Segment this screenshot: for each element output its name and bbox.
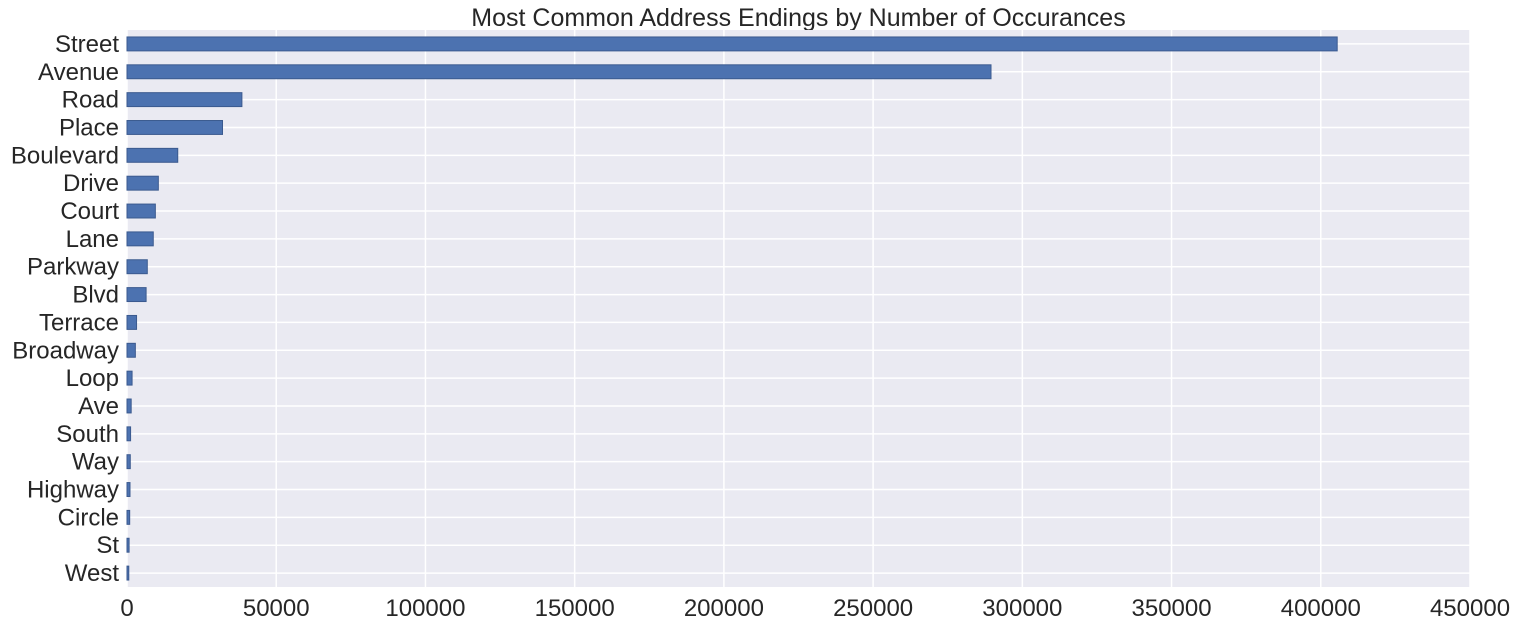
bar-boulevard	[126, 147, 179, 163]
category-label: Broadway	[12, 337, 119, 364]
category-label: Street	[55, 31, 119, 58]
category-label: St	[96, 532, 119, 559]
bar-lane	[126, 231, 154, 247]
category-label: Way	[72, 449, 119, 476]
category-label: Boulevard	[11, 142, 119, 169]
bar-blvd	[126, 287, 147, 303]
bar-ave	[126, 398, 132, 414]
category-label: Place	[59, 114, 119, 141]
x-tick-label: 200000	[684, 595, 764, 622]
x-tick-label: 300000	[982, 595, 1062, 622]
category-label: Terrace	[39, 309, 119, 336]
bar-terrace	[126, 314, 138, 330]
bar-parkway	[126, 259, 148, 275]
bar-highway	[126, 482, 131, 497]
bar-west	[126, 565, 130, 581]
bar-st	[126, 537, 130, 553]
bar-street	[126, 36, 1338, 52]
category-label: Court	[60, 198, 119, 225]
category-label: Avenue	[38, 59, 119, 86]
bar-road	[126, 92, 243, 108]
category-label: Ave	[78, 393, 119, 420]
bar-loop	[126, 370, 133, 386]
category-label: Circle	[58, 504, 119, 531]
plot-area	[127, 30, 1470, 587]
category-label: South	[56, 421, 119, 448]
x-tick-label: 0	[120, 595, 133, 622]
category-label: Loop	[66, 365, 119, 392]
category-label: Drive	[63, 170, 119, 197]
category-labels: StreetAvenueRoadPlaceBoulevardDriveCourt…	[11, 31, 119, 587]
x-tick-label: 50000	[243, 595, 310, 622]
bar-way	[126, 454, 131, 470]
x-tick-label: 100000	[385, 595, 465, 622]
x-tick-label: 400000	[1281, 595, 1361, 622]
x-tick-label: 150000	[535, 595, 615, 622]
chart-title: Most Common Address Endings by Number of…	[471, 4, 1126, 32]
bar-south	[126, 426, 132, 442]
bar-avenue	[126, 64, 992, 80]
category-label: West	[65, 560, 120, 587]
category-label: Blvd	[72, 282, 119, 309]
bar-place	[126, 120, 224, 135]
x-tick-label: 350000	[1132, 595, 1212, 622]
bar-court	[126, 203, 156, 219]
category-label: Lane	[66, 226, 119, 253]
category-label: Highway	[27, 477, 119, 504]
x-tick-label: 250000	[833, 595, 913, 622]
category-label: Road	[62, 87, 119, 114]
bars	[126, 36, 1338, 581]
bar-broadway	[126, 342, 136, 358]
x-tick-labels: 0 50000 100000 150000 200000 250000 300000 3500…	[120, 595, 1510, 622]
bar-drive	[126, 175, 159, 191]
bar-circle	[126, 509, 131, 525]
category-label: Parkway	[27, 254, 119, 281]
x-tick-label: 450000	[1430, 595, 1510, 622]
